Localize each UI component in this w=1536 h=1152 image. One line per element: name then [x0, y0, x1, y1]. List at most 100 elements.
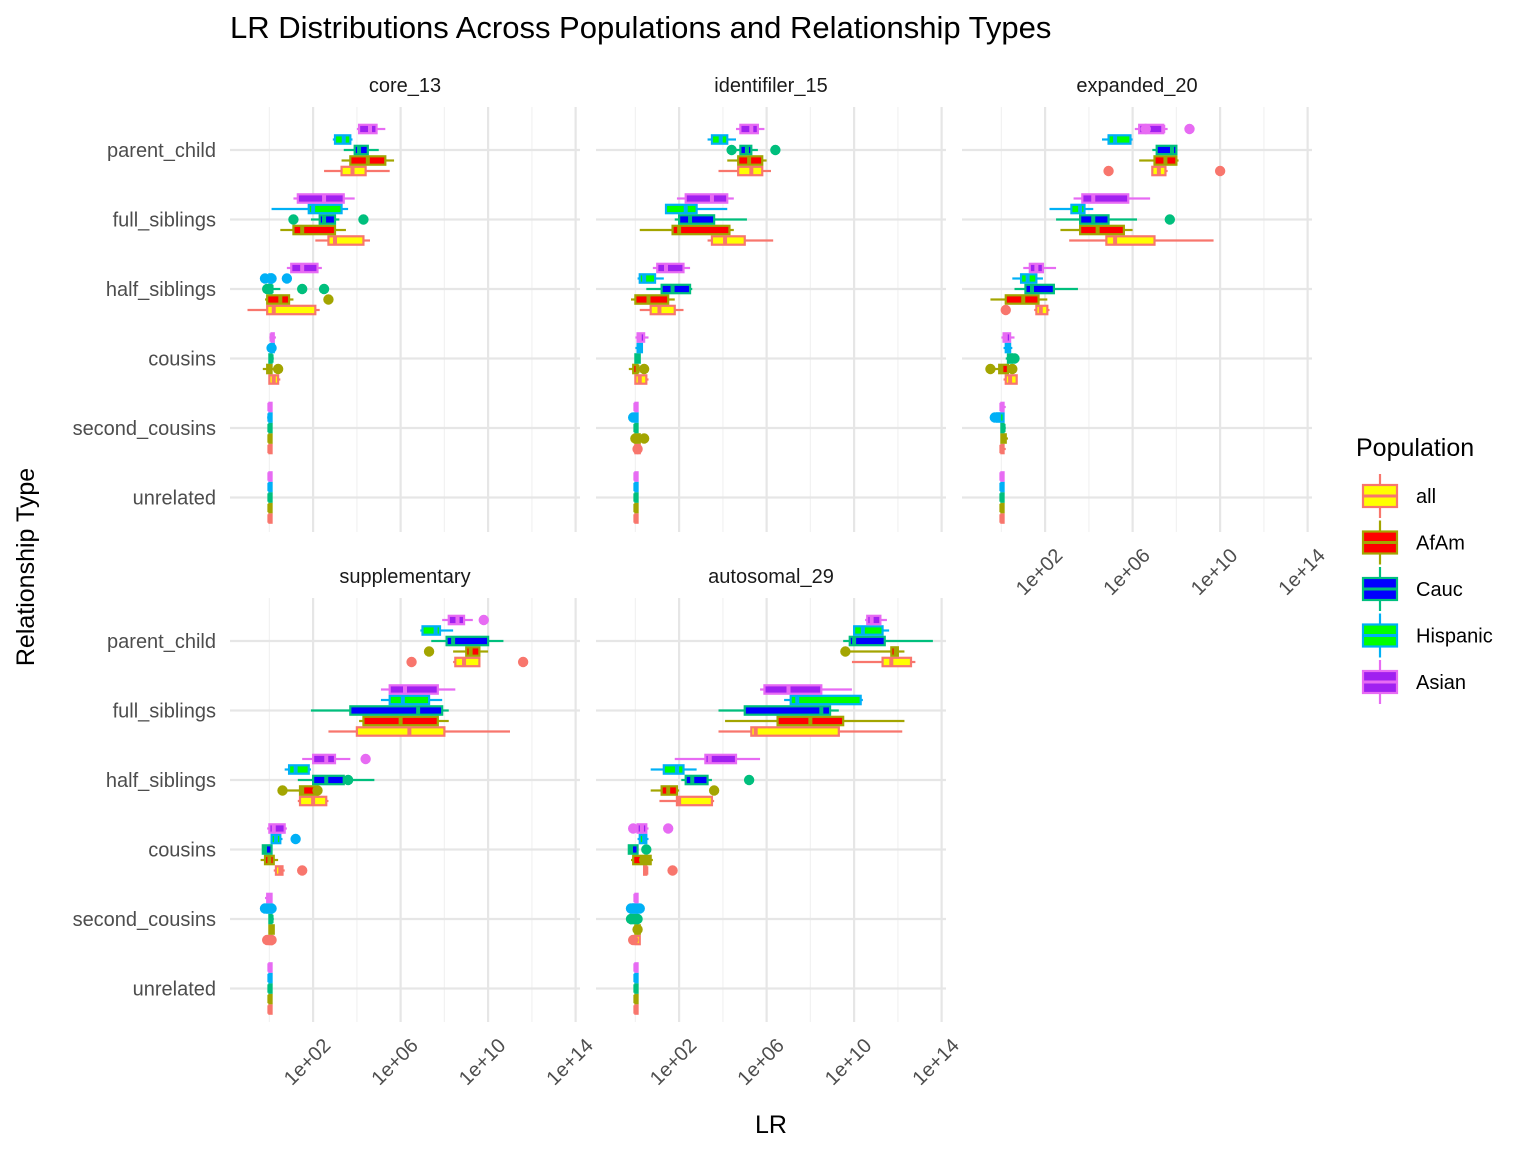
- legend-entry-all: all: [1361, 474, 1436, 518]
- box-supplementary-second-cousins-all: [261, 934, 277, 946]
- box-iqr: [1079, 224, 1125, 236]
- facet-title: core_13: [369, 75, 441, 97]
- box-identifiler-15-half-siblings-all: [639, 304, 684, 316]
- box-iqr: [266, 304, 317, 316]
- box-autosomal-29-second-cousins-asian: [633, 892, 639, 904]
- box-core-13-half-siblings-asian: [286, 262, 322, 274]
- box-supplementary-second-cousins-hispanic: [259, 903, 277, 914]
- outlier-point: [632, 913, 643, 925]
- box-autosomal-29-unrelated-hispanic: [633, 972, 639, 984]
- box-autosomal-29-cousins-all: [643, 865, 678, 876]
- box-autosomal-29-parent-child-all: [851, 656, 916, 668]
- box-core-13-unrelated-cauc: [267, 492, 273, 503]
- y-axis-title: Relationship Type: [12, 468, 40, 666]
- outlier-point: [662, 823, 674, 834]
- outlier-point: [638, 433, 650, 444]
- box-identifiler-15-full-siblings-asian: [676, 193, 734, 204]
- box-expanded-20-full-siblings-hispanic: [1049, 203, 1094, 215]
- box-identifiler-15-cousins-all: [634, 374, 649, 385]
- box-identifiler-15-parent-child-all: [718, 165, 771, 177]
- box-supplementary-cousins-all: [273, 865, 308, 876]
- box-core-13-full-siblings-afam: [280, 224, 346, 236]
- box-core-13-half-siblings-all: [247, 304, 320, 316]
- outlier-point: [358, 214, 369, 225]
- box-iqr: [312, 753, 337, 765]
- box-core-13-second-cousins-all: [267, 443, 273, 455]
- y-tick-label: unrelated: [133, 488, 216, 510]
- box-identifiler-15-cousins-hispanic: [635, 342, 644, 354]
- outlier-point: [1140, 123, 1151, 135]
- box-iqr: [454, 656, 481, 668]
- legend-label: AfAm: [1416, 533, 1465, 555]
- y-tick-label: second_cousins: [73, 418, 216, 440]
- box-expanded-20-unrelated-hispanic: [999, 481, 1005, 493]
- box-iqr: [1081, 193, 1130, 204]
- box-expanded-20-full-siblings-all: [1069, 235, 1214, 246]
- x-tick-label: 1e+14: [1274, 545, 1329, 600]
- box-iqr: [671, 224, 731, 236]
- box-supplementary-half-siblings-asian: [302, 753, 371, 765]
- facet-supplementary: supplementary parent_child full_siblingsha…: [73, 566, 598, 1090]
- facet-expanded-20: expanded_20 1e+02 1e+06 1e+10 1e+14: [962, 75, 1330, 600]
- box-iqr: [866, 614, 882, 626]
- facet-core-13: core_13 parent_child full_siblings half_sib…: [73, 75, 580, 532]
- box-iqr: [292, 224, 337, 236]
- box-expanded-20-parent-child-cauc: [1152, 144, 1178, 156]
- outlier-point: [281, 273, 293, 284]
- box-iqr: [353, 144, 369, 156]
- box-expanded-20-cousins-afam: [985, 363, 1018, 375]
- box-iqr: [743, 705, 832, 716]
- outlier-point: [627, 412, 639, 423]
- box-expanded-20-parent-child-afam: [1139, 155, 1179, 166]
- box-supplementary-half-siblings-cauc: [297, 774, 375, 786]
- box-core-13-parent-child-afam: [341, 155, 395, 166]
- box-identifiler-15-unrelated-cauc: [633, 492, 639, 503]
- box-autosomal-29-parent-child-asian: [865, 614, 887, 626]
- box-expanded-20-second-cousins-all: [999, 443, 1006, 455]
- box-identifiler-15-second-cousins-all: [632, 443, 643, 455]
- box-expanded-20-parent-child-all: [1103, 165, 1226, 177]
- facet-title: autosomal_29: [708, 566, 834, 588]
- box-identifiler-15-unrelated-asian: [633, 471, 639, 482]
- y-tick-label: full_siblings: [113, 701, 216, 723]
- box-core-13-cousins-asian: [269, 332, 276, 343]
- box-core-13-full-siblings-asian: [293, 193, 355, 204]
- box-identifiler-15-full-siblings-all: [707, 235, 774, 246]
- box-supplementary-unrelated-afam: [267, 993, 273, 1005]
- box-core-13-second-cousins-cauc: [267, 422, 273, 434]
- box-supplementary-unrelated-cauc: [267, 983, 273, 994]
- outlier-point: [478, 614, 489, 626]
- chart-title: LR Distributions Across Populations and …: [230, 10, 1051, 45]
- box-expanded-20-parent-child-asian: [1134, 123, 1195, 135]
- box-core-13-cousins-cauc: [268, 353, 274, 364]
- box-identifiler-15-cousins-afam: [628, 363, 650, 375]
- box-expanded-20-half-siblings-all: [1000, 304, 1050, 316]
- box-core-13-second-cousins-hispanic: [267, 412, 273, 423]
- box-iqr: [1105, 235, 1156, 246]
- box-expanded-20-cousins-cauc: [1005, 353, 1020, 364]
- box-autosomal-29-parent-child-afam: [840, 646, 905, 657]
- x-tick-label: 1e+06: [367, 1035, 422, 1090]
- legend-label: Hispanic: [1416, 626, 1493, 648]
- box-expanded-20-cousins-all: [1003, 374, 1018, 385]
- box-iqr: [327, 235, 365, 246]
- box-iqr: [312, 774, 345, 786]
- box-identifiler-15-half-siblings-asian: [652, 262, 691, 274]
- box-supplementary-full-siblings-cauc: [310, 705, 449, 716]
- outlier-point: [266, 903, 277, 914]
- box-iqr: [881, 656, 913, 668]
- outlier-point: [667, 865, 678, 876]
- box-core-13-second-cousins-afam: [267, 433, 273, 444]
- box-core-13-half-siblings-afam: [265, 294, 334, 305]
- box-autosomal-29-full-siblings-cauc: [718, 705, 839, 716]
- box-core-13-full-siblings-hispanic: [271, 203, 349, 215]
- box-expanded-20-half-siblings-afam: [990, 294, 1048, 305]
- y-tick-label: half_siblings: [106, 279, 216, 301]
- x-tick-label: 1e+02: [1012, 545, 1067, 600]
- box-autosomal-29-half-siblings-hispanic: [650, 764, 697, 775]
- outlier-point: [423, 646, 435, 657]
- box-expanded-20-second-cousins-asian: [999, 401, 1006, 413]
- box-supplementary-full-siblings-all: [328, 726, 510, 737]
- box-autosomal-29-full-siblings-hispanic: [784, 694, 863, 706]
